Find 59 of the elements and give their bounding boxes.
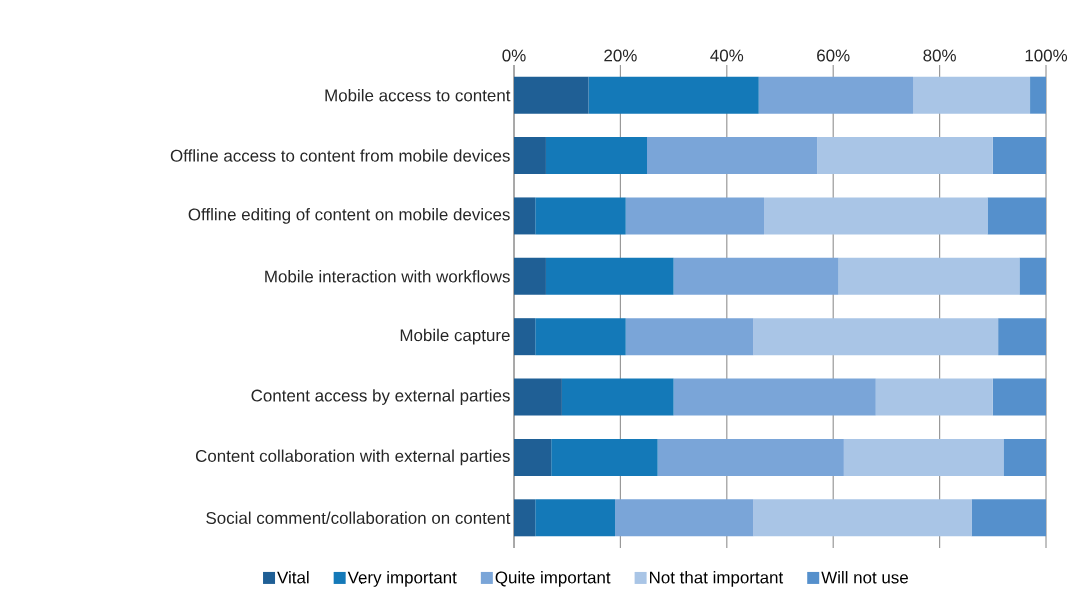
bar <box>987 197 1047 235</box>
bar <box>657 438 844 476</box>
y-tick-label: Mobile capture <box>400 328 510 345</box>
y-tick-label: Mobile interaction with workflows <box>265 270 510 283</box>
bar <box>647 137 818 175</box>
bar <box>753 318 999 356</box>
legend-label: Quite important <box>495 571 611 587</box>
bar <box>535 318 626 356</box>
y-tick-label: Offline access to content from mobile devices <box>170 149 510 162</box>
bar <box>1019 257 1047 295</box>
bar <box>992 137 1047 175</box>
bar <box>838 257 1020 295</box>
legend-label: Not that important <box>649 571 784 587</box>
bar <box>1003 438 1047 476</box>
legend-label: Vital <box>277 571 309 584</box>
x-tick-label: 80% <box>923 49 956 62</box>
bar <box>673 257 839 295</box>
bar <box>561 378 674 416</box>
bar <box>971 499 1047 537</box>
bar <box>625 197 765 235</box>
bar <box>514 438 552 476</box>
bar <box>913 76 1031 114</box>
y-tick-label: Offline editing of content on mobile devices <box>188 208 510 224</box>
x-tick-label: 100% <box>1025 49 1068 62</box>
bar <box>514 197 536 235</box>
bar <box>535 499 616 537</box>
y-tick-label: Content collaboration with external parties <box>195 449 510 466</box>
bar <box>514 378 562 416</box>
bar <box>514 318 536 356</box>
bar <box>514 76 589 114</box>
bar <box>817 137 993 175</box>
bar <box>673 378 876 416</box>
x-tick-label: 0% <box>502 49 526 62</box>
bar <box>514 257 546 295</box>
legend-label: Will not use <box>821 571 908 584</box>
bar <box>545 137 648 175</box>
y-tick-label: Mobile access to content <box>325 88 511 102</box>
bar <box>992 378 1047 416</box>
bar <box>998 318 1047 356</box>
bar <box>1030 76 1047 114</box>
x-tick-label: 20% <box>604 49 637 62</box>
bar <box>535 197 626 235</box>
legend-label: Very important <box>347 571 457 587</box>
bar <box>758 76 914 114</box>
bar <box>551 438 658 476</box>
bar <box>753 499 972 537</box>
y-tick-label: Social comment/collaboration on content <box>206 511 511 525</box>
bar <box>764 197 988 235</box>
x-tick-label: 40% <box>710 49 744 62</box>
bar <box>514 499 536 537</box>
x-tick-label: 60% <box>817 49 850 62</box>
y-tick-label: Content access by external parties <box>251 389 510 405</box>
bar <box>615 499 754 537</box>
bar <box>588 76 759 114</box>
bar <box>545 257 674 295</box>
bar <box>875 378 993 416</box>
bar <box>843 438 1004 476</box>
bar <box>625 318 754 356</box>
bar <box>514 137 546 175</box>
